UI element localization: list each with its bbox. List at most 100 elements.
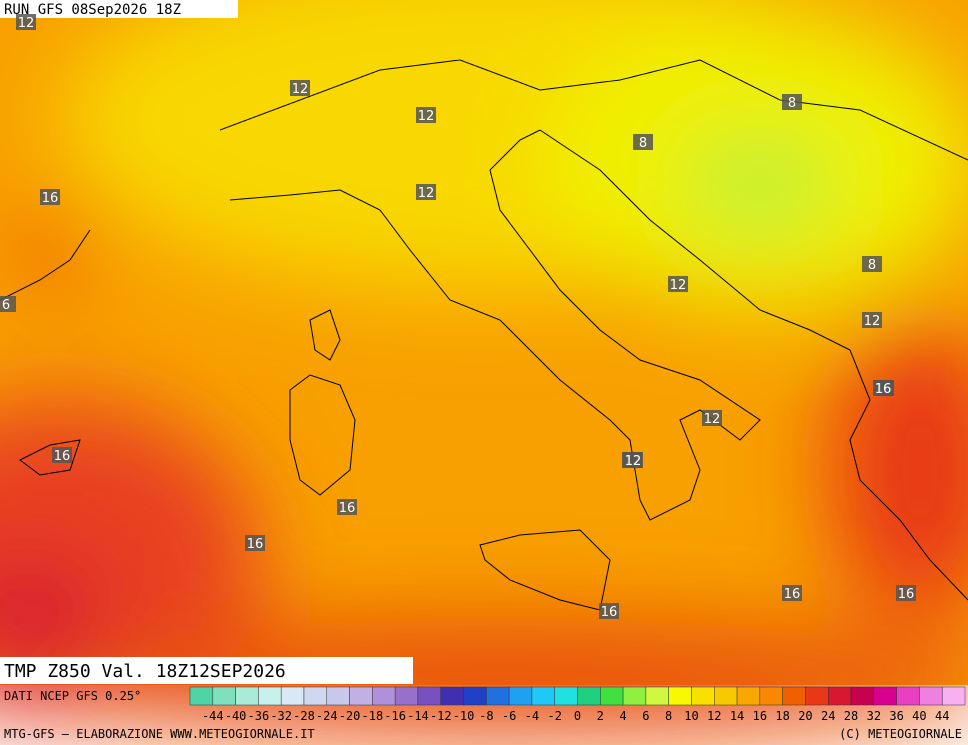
colorbar-cell (782, 686, 806, 706)
colorbar-label: -4 (525, 709, 539, 723)
colorbar-cell (212, 686, 236, 706)
colorbar-label: -12 (430, 709, 452, 723)
colorbar-label: -18 (362, 709, 384, 723)
contour-label: 12 (418, 109, 435, 124)
colorbar-cell (303, 686, 328, 706)
colorbar-label: 18 (775, 709, 789, 723)
colorbar-cell (531, 686, 555, 706)
colorbar-cell (691, 686, 715, 706)
colorbar-cell (896, 686, 920, 706)
contour-label-box (290, 80, 310, 96)
colorbar-label: 40 (912, 709, 926, 723)
colorbar-cell (372, 686, 396, 706)
contour-label-box (782, 94, 802, 110)
colorbar-cell (189, 686, 214, 706)
contour-label-box (599, 603, 619, 619)
contour-label-box (40, 189, 60, 205)
contour-label: 8 (639, 136, 647, 151)
colorbar-cell (850, 686, 875, 706)
colorbar-label: -32 (270, 709, 292, 723)
contour-label: 12 (418, 186, 435, 201)
colorbar-label: 20 (798, 709, 812, 723)
header-box (0, 0, 238, 18)
colorbar-label: -8 (479, 709, 493, 723)
colorbar-label: 2 (597, 709, 604, 723)
contour-label-box (862, 256, 882, 272)
contour-label: 16 (898, 587, 915, 602)
colorbar-cell (417, 686, 441, 706)
colorbar-cell (463, 686, 487, 706)
contour-label: 12 (292, 82, 309, 97)
contour-labels: 1212128816128161212161612121616161616612 (0, 14, 916, 620)
colorbar-label: 10 (684, 709, 698, 723)
colorbar-cell (440, 686, 464, 706)
colorbar-label: 16 (753, 709, 767, 723)
colorbar-cell (668, 686, 692, 706)
contour-label-box (623, 452, 643, 468)
colorbar-cell (736, 686, 761, 706)
contour-label-box (0, 296, 16, 312)
colorbar-cell (919, 686, 943, 706)
colorbar-cell (394, 686, 419, 706)
colorbar-cell (873, 686, 897, 706)
contour-label: 16 (784, 587, 801, 602)
colorbar-label: 8 (665, 709, 672, 723)
colorbar-label: -40 (225, 709, 247, 723)
colorbar-label: 14 (730, 709, 744, 723)
contour-label: 16 (42, 191, 59, 206)
contour-label: 16 (875, 382, 892, 397)
colorbar: -44 -40 -36 -32 -28 -24 -20 -18 -16 -14 -12 -10 -8 -6… (189, 686, 966, 723)
contour-label: 16 (601, 605, 618, 620)
colorbar-label: 12 (707, 709, 721, 723)
colorbar-cell (258, 686, 282, 706)
colorbar-cell (508, 686, 533, 706)
colorbar-label: -24 (316, 709, 338, 723)
contour-label-box (416, 107, 436, 123)
colorbar-label: -20 (339, 709, 361, 723)
contour-label-box (16, 14, 36, 30)
contour-label: 16 (247, 537, 264, 552)
colorbar-cell (280, 686, 305, 706)
colorbar-cell (645, 686, 669, 706)
run-label: RUN GFS 08Sep2026 18Z (4, 2, 181, 18)
contour-label-box (873, 380, 893, 396)
footer-right: (C) METEOGIORNALE (839, 727, 962, 741)
colorbar-cell (827, 686, 852, 706)
contour-label: 12 (704, 412, 721, 427)
colorbar-label: 0 (574, 709, 581, 723)
colorbar-cell (577, 686, 601, 706)
contour-label: 12 (625, 454, 642, 469)
colorbar-label: -28 (293, 709, 315, 723)
colorbar-label: -14 (407, 709, 429, 723)
colorbar-label: -44 (202, 709, 224, 723)
colorbar-label: -10 (453, 709, 475, 723)
contour-label-box (782, 585, 802, 601)
footer-left: MTG-GFS — ELABORAZIONE WWW.METEOGIORNALE… (4, 727, 315, 741)
colorbar-label: 28 (844, 709, 858, 723)
colorbar-cell (941, 686, 966, 706)
colorbar-cell (235, 686, 259, 706)
colorbar-cell (714, 686, 738, 706)
colorbar-label: -16 (384, 709, 406, 723)
contour-label: 8 (868, 258, 876, 273)
contour-label: 12 (864, 314, 881, 329)
colorbar-label: 36 (889, 709, 903, 723)
colorbar-label: 24 (821, 709, 835, 723)
contour-label: 6 (2, 298, 10, 313)
colorbar-label: 44 (935, 709, 949, 723)
contour-label-box (337, 499, 357, 515)
colorbar-cell (349, 686, 373, 706)
contour-label-box (52, 447, 72, 463)
contour-label: 16 (54, 449, 71, 464)
colorbar-label: -6 (502, 709, 516, 723)
colorbar-cell (486, 686, 510, 706)
colorbar-label: 6 (642, 709, 649, 723)
source-label: DATI NCEP GFS 0.25° (4, 689, 141, 703)
contour-label: 8 (788, 96, 796, 111)
colorbar-cell (600, 686, 624, 706)
contour-label-box (702, 410, 722, 426)
field-title: TMP Z850 Val. 18Z12SEP2026 (4, 661, 286, 682)
